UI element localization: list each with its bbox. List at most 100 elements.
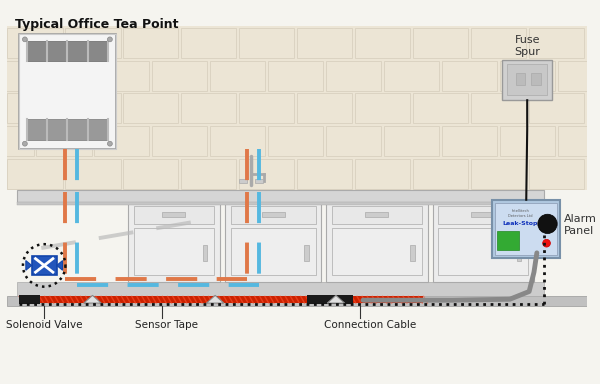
Bar	[181, 93, 236, 123]
Bar	[230, 207, 316, 224]
Bar	[65, 28, 121, 58]
Bar	[37, 61, 92, 91]
Bar	[124, 159, 178, 189]
Bar	[297, 28, 352, 58]
Bar	[94, 126, 149, 156]
Bar	[529, 159, 584, 189]
Bar	[181, 28, 236, 58]
Bar	[413, 28, 468, 58]
Bar	[471, 28, 526, 58]
Bar	[32, 256, 57, 275]
Bar	[230, 228, 316, 275]
Circle shape	[107, 37, 112, 42]
Bar	[7, 296, 587, 306]
Bar	[211, 61, 265, 91]
Bar	[558, 61, 600, 91]
Bar	[255, 179, 263, 183]
Bar	[471, 212, 494, 217]
Bar	[19, 296, 423, 303]
Bar	[239, 179, 247, 183]
Bar	[152, 126, 208, 156]
Bar	[471, 159, 526, 189]
Bar	[355, 93, 410, 123]
Circle shape	[22, 37, 27, 42]
Bar	[307, 295, 353, 304]
Bar	[413, 159, 468, 189]
Text: Solenoid Valve: Solenoid Valve	[6, 321, 82, 331]
Polygon shape	[206, 295, 224, 303]
Bar	[134, 207, 214, 224]
Polygon shape	[57, 261, 62, 270]
Bar	[239, 159, 295, 189]
Bar	[19, 33, 116, 149]
Bar	[332, 207, 422, 224]
Circle shape	[22, 141, 27, 146]
Bar	[211, 126, 265, 156]
Text: Sensor Tape: Sensor Tape	[136, 321, 199, 331]
Bar	[7, 159, 62, 189]
Bar	[0, 61, 34, 91]
Bar	[442, 126, 497, 156]
Bar	[587, 159, 600, 189]
Bar	[124, 93, 178, 123]
Bar	[134, 228, 214, 275]
Circle shape	[542, 239, 550, 247]
Bar	[181, 159, 236, 189]
Bar	[502, 60, 553, 100]
Bar	[37, 126, 92, 156]
Bar	[262, 212, 285, 217]
Bar	[17, 282, 544, 296]
Bar	[471, 93, 526, 123]
Bar	[7, 26, 587, 190]
Bar	[94, 61, 149, 91]
Bar	[17, 190, 544, 202]
Bar	[162, 212, 185, 217]
Bar	[384, 61, 439, 91]
Bar	[268, 61, 323, 91]
Text: Intellitech
Detectors Ltd: Intellitech Detectors Ltd	[508, 209, 533, 218]
Bar	[384, 126, 439, 156]
Bar	[529, 93, 584, 123]
Bar	[268, 126, 323, 156]
Text: Alarm
Panel: Alarm Panel	[564, 214, 597, 236]
Bar	[517, 245, 521, 261]
Text: Connection Cable: Connection Cable	[323, 321, 416, 331]
Bar	[7, 28, 62, 58]
Bar	[410, 245, 415, 261]
Bar	[7, 93, 62, 123]
Text: Leak-Stop: Leak-Stop	[503, 222, 538, 227]
Bar	[439, 207, 528, 224]
Bar	[355, 159, 410, 189]
Polygon shape	[26, 261, 32, 270]
Bar	[355, 28, 410, 58]
Bar	[297, 93, 352, 123]
Polygon shape	[327, 295, 344, 303]
Bar	[500, 61, 555, 91]
Bar	[496, 203, 557, 255]
Bar	[433, 202, 534, 282]
Bar	[304, 245, 309, 261]
Bar	[239, 28, 295, 58]
Bar	[27, 41, 108, 61]
Bar	[558, 126, 600, 156]
Bar	[500, 126, 555, 156]
Bar	[332, 228, 422, 275]
Text: Typical Office Tea Point: Typical Office Tea Point	[15, 18, 179, 31]
Bar	[19, 295, 40, 304]
Bar	[128, 202, 220, 282]
Bar	[17, 202, 544, 205]
Bar	[442, 61, 497, 91]
Bar	[326, 61, 382, 91]
Bar	[413, 93, 468, 123]
Polygon shape	[84, 295, 101, 303]
Bar	[497, 231, 518, 250]
Bar	[365, 212, 388, 217]
Text: Fuse
Spur: Fuse Spur	[514, 35, 540, 57]
Bar	[65, 93, 121, 123]
Bar	[493, 200, 560, 258]
Bar	[531, 73, 541, 85]
Bar	[65, 159, 121, 189]
Bar	[124, 28, 178, 58]
Bar	[507, 65, 547, 95]
Bar	[152, 61, 208, 91]
